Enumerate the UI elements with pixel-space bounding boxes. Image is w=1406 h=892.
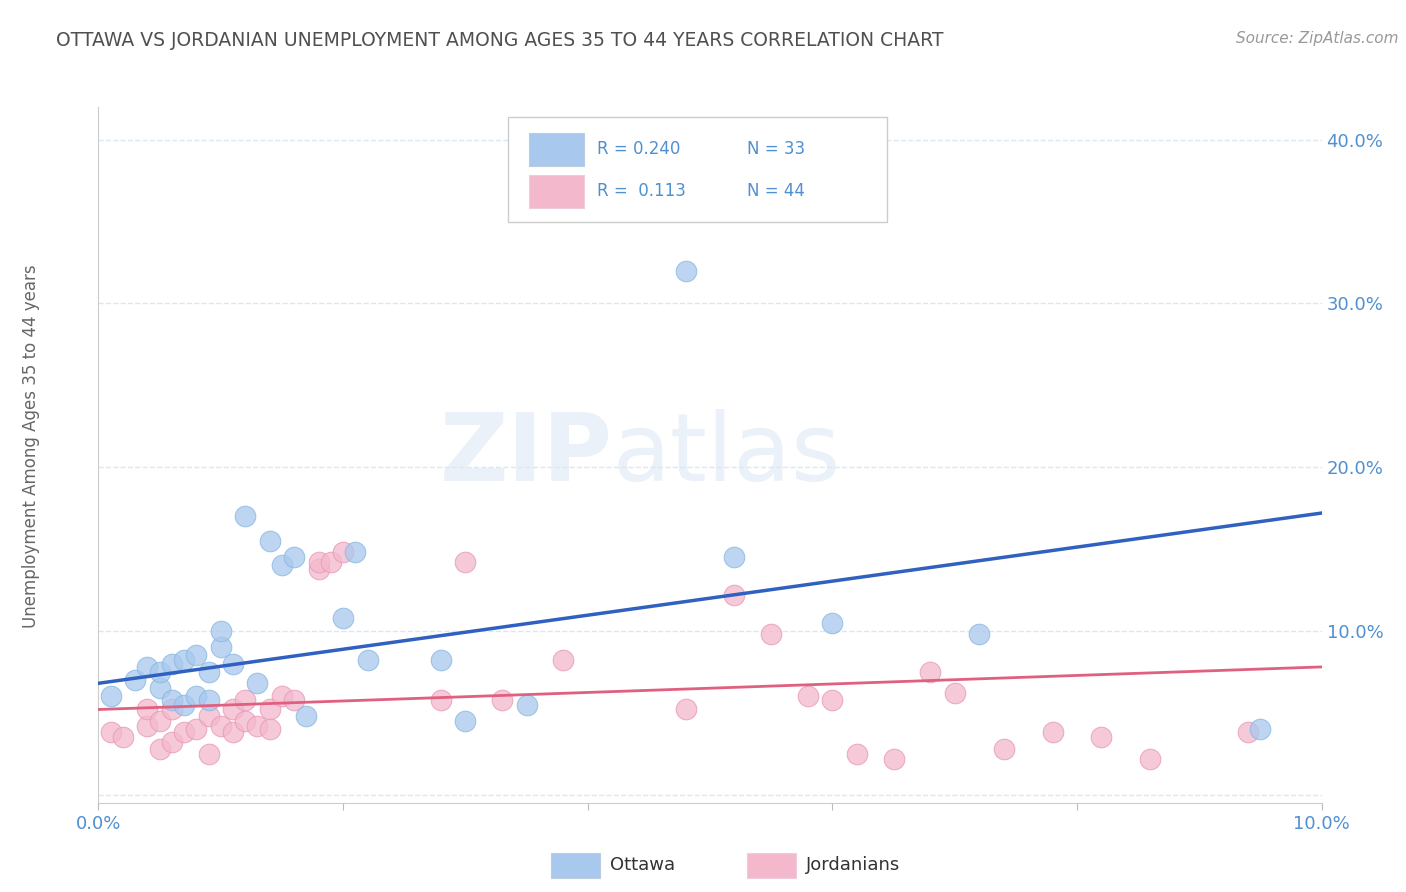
Text: OTTAWA VS JORDANIAN UNEMPLOYMENT AMONG AGES 35 TO 44 YEARS CORRELATION CHART: OTTAWA VS JORDANIAN UNEMPLOYMENT AMONG A… [56,31,943,50]
Point [246,676,269,690]
Point [149,681,172,696]
Text: R =  0.113: R = 0.113 [598,182,686,200]
Point [136,660,159,674]
Point [233,692,256,706]
Point [491,692,513,706]
Point [209,719,232,733]
Point [259,702,281,716]
Point [160,735,183,749]
Point [430,653,453,667]
Text: ZIP: ZIP [439,409,612,501]
Point [821,615,844,630]
Point [1249,722,1271,736]
Point [233,509,256,524]
Point [845,747,868,761]
Point [209,640,232,655]
Text: N = 33: N = 33 [747,140,804,158]
Point [295,709,318,723]
Point [553,653,575,667]
Text: R = 0.240: R = 0.240 [598,140,681,158]
Point [883,751,905,765]
Point [197,709,219,723]
Point [259,533,281,548]
Point [233,714,256,728]
Point [136,719,159,733]
Text: Unemployment Among Ages 35 to 44 years: Unemployment Among Ages 35 to 44 years [22,264,39,628]
Point [222,702,245,716]
Point [675,264,697,278]
Point [124,673,146,687]
Point [967,627,990,641]
Point [1139,751,1161,765]
FancyBboxPatch shape [747,853,796,878]
Point [454,555,477,569]
Point [100,725,122,739]
Point [160,657,183,671]
Text: Jordanians: Jordanians [806,855,900,874]
Point [136,702,159,716]
Point [186,690,208,704]
Point [270,558,292,573]
Point [723,550,745,565]
Text: N = 44: N = 44 [747,182,804,200]
Point [332,611,354,625]
Point [186,722,208,736]
Point [1042,725,1064,739]
Point [454,714,477,728]
Point [1090,731,1112,745]
Point [797,690,820,704]
Point [160,702,183,716]
Point [222,657,245,671]
Point [332,545,354,559]
Point [516,698,538,712]
Point [222,725,245,739]
Point [197,692,219,706]
Point [259,722,281,736]
Point [197,665,219,679]
Point [111,731,134,745]
Point [246,719,269,733]
Point [270,690,292,704]
Point [283,550,305,565]
Point [319,555,342,569]
Point [943,686,966,700]
Point [173,725,195,739]
Point [675,702,697,716]
FancyBboxPatch shape [529,175,583,208]
Point [173,653,195,667]
Point [993,741,1015,756]
Point [149,714,172,728]
Point [723,588,745,602]
Point [149,665,172,679]
Point [356,653,378,667]
Point [344,545,367,559]
FancyBboxPatch shape [508,118,887,222]
Point [759,627,782,641]
FancyBboxPatch shape [551,853,600,878]
Text: atlas: atlas [612,409,841,501]
Text: Source: ZipAtlas.com: Source: ZipAtlas.com [1236,31,1399,46]
Point [1237,725,1260,739]
Point [186,648,208,663]
Point [173,698,195,712]
Point [430,692,453,706]
Point [197,747,219,761]
Point [149,741,172,756]
Point [821,692,844,706]
Point [920,665,942,679]
Point [308,555,330,569]
Point [283,692,305,706]
FancyBboxPatch shape [529,133,583,166]
Point [308,562,330,576]
Text: Ottawa: Ottawa [610,855,675,874]
Point [100,690,122,704]
Point [209,624,232,638]
Point [160,692,183,706]
